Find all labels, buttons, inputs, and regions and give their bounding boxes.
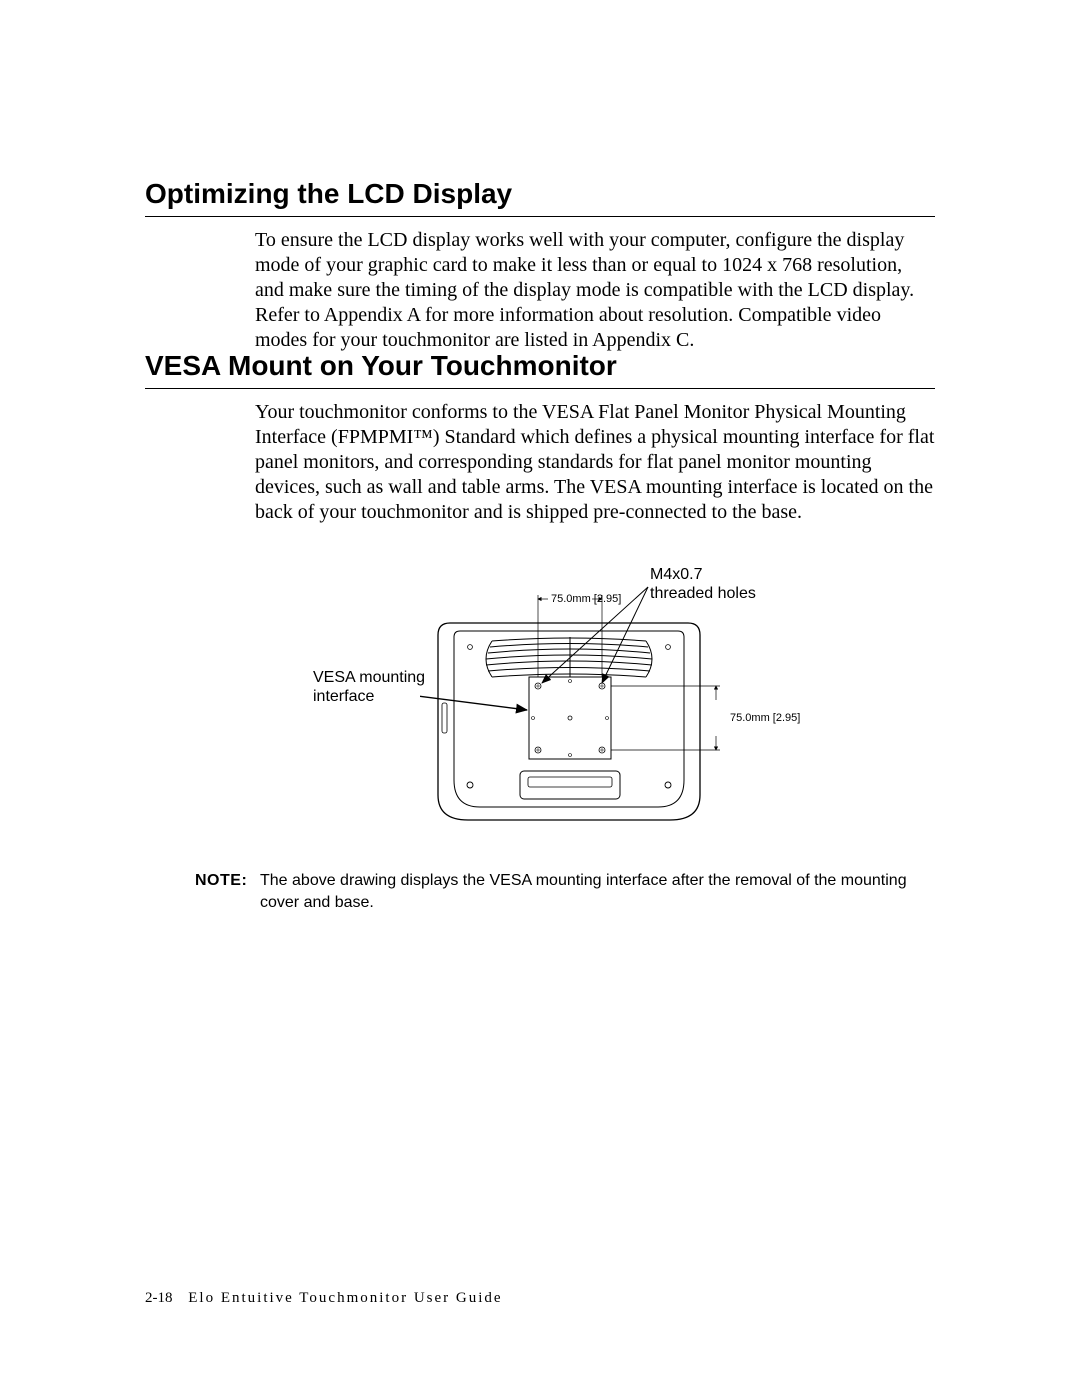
paragraph-1: To ensure the LCD display works well wit… [255,228,935,353]
section-heading-1: Optimizing the LCD Display [145,178,935,217]
callout-threaded-holes-l1: M4x0.7 [650,565,756,584]
page-footer: 2-18 Elo Entuitive Touchmonitor User Gui… [145,1290,503,1307]
dimension-vertical: 75.0mm [2.95] [730,712,800,724]
note-label: NOTE: [195,870,260,913]
monitor-diagram [420,585,740,845]
callout-vesa-interface: VESA mounting interface [313,668,425,706]
paragraph-2: Your touchmonitor conforms to the VESA F… [255,400,935,525]
document-page: Optimizing the LCD Display To ensure the… [0,0,1080,1397]
note-label-text: NOTE: [195,872,247,889]
callout-vesa-l2: interface [313,687,425,706]
section-heading-2-block: VESA Mount on Your Touchmonitor [145,350,935,389]
footer-page-number: 2-18 [145,1290,173,1306]
section-heading-1-block: Optimizing the LCD Display [145,178,935,217]
section-heading-2: VESA Mount on Your Touchmonitor [145,350,935,389]
dimension-horizontal: 75.0mm [2.95] [551,593,621,605]
footer-title: Elo Entuitive Touchmonitor User Guide [188,1290,502,1306]
note-block: NOTE: The above drawing displays the VES… [195,870,935,913]
callout-vesa-l1: VESA mounting [313,668,425,687]
note-text: The above drawing displays the VESA moun… [260,870,935,913]
